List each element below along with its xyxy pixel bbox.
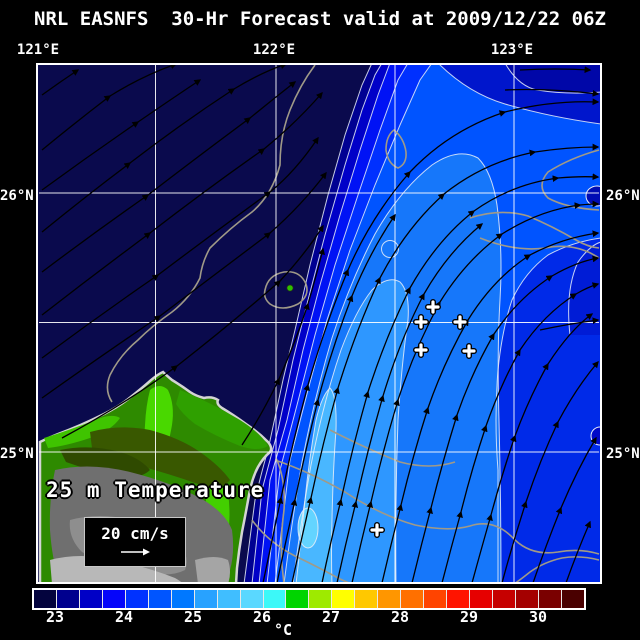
- colorbar-tick: 24: [114, 608, 134, 626]
- colorbar-cell: [424, 590, 448, 608]
- plus-marker: [462, 344, 476, 358]
- plus-marker: [414, 343, 428, 357]
- colorbar-cell: [355, 590, 379, 608]
- current-streamlines: [41, 65, 600, 582]
- islet-turtle: [254, 488, 262, 496]
- colorbar-unit: °C: [273, 621, 293, 639]
- colorbar-cell: [240, 590, 264, 608]
- colorbar-cell: [309, 590, 333, 608]
- depth-temperature-label: 25 m Temperature: [46, 478, 265, 502]
- plus-marker: [453, 315, 467, 329]
- colorbar-cell: [286, 590, 310, 608]
- colorbar-cell: [171, 590, 195, 608]
- colorbar-cell: [447, 590, 471, 608]
- plus-marker: [370, 523, 384, 537]
- colorbar: [32, 588, 586, 610]
- map-plot: [38, 65, 600, 582]
- axis-label-left: 25°N: [0, 446, 34, 462]
- axis-label-left: 26°N: [0, 188, 34, 204]
- colorbar-cell: [538, 590, 562, 608]
- colorbar-tick: 26: [252, 608, 272, 626]
- colorbar-tick: 30: [528, 608, 548, 626]
- axis-label-top: 122°E: [252, 42, 296, 58]
- colorbar-cell: [561, 590, 584, 608]
- colorbar-cell: [516, 590, 539, 608]
- vector-scale-label: 20 cm/s: [101, 524, 169, 543]
- colorbar-tick: 27: [321, 608, 341, 626]
- colorbar-cell: [470, 590, 494, 608]
- colorbar-cell: [493, 590, 517, 608]
- colorbar-cell: [79, 590, 103, 608]
- colorbar-cell: [34, 590, 57, 608]
- colorbar-tick: 23: [45, 608, 65, 626]
- colorbar-cell: [332, 590, 356, 608]
- colorbar-cell: [56, 590, 80, 608]
- colorbar-cell: [378, 590, 402, 608]
- colorbar-cell: [217, 590, 241, 608]
- axis-label-right: 25°N: [606, 446, 640, 462]
- colorbar-cell: [263, 590, 287, 608]
- axis-label-top: 121°E: [16, 42, 60, 58]
- axis-label-right: 26°N: [606, 188, 640, 204]
- colorbar-cell: [125, 590, 149, 608]
- axis-label-top: 123°E: [490, 42, 534, 58]
- plus-marker: [426, 300, 440, 314]
- colorbar-tick: 25: [183, 608, 203, 626]
- colorbar-tick: 28: [390, 608, 410, 626]
- colorbar-cell: [194, 590, 218, 608]
- observation-markers: [369, 299, 477, 538]
- colorbar-cell: [102, 590, 126, 608]
- colorbar-tick: 29: [459, 608, 479, 626]
- scale-arrow-icon: [121, 548, 150, 556]
- plus-marker: [414, 315, 428, 329]
- islet-pengjia: [286, 284, 294, 292]
- colorbar-cell: [148, 590, 172, 608]
- page-title: NRL EASNFS 30-Hr Forecast valid at 2009/…: [34, 8, 606, 30]
- colorbar-ticks: 23 24 25 26 27 28 29 30: [32, 608, 592, 626]
- colorbar-cell: [401, 590, 425, 608]
- vector-scale-box: 20 cm/s: [84, 517, 186, 567]
